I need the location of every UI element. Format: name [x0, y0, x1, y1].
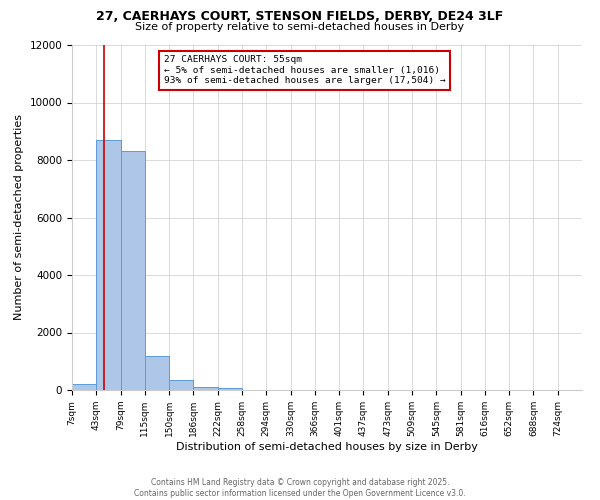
Text: Size of property relative to semi-detached houses in Derby: Size of property relative to semi-detach…	[136, 22, 464, 32]
Text: Contains HM Land Registry data © Crown copyright and database right 2025.
Contai: Contains HM Land Registry data © Crown c…	[134, 478, 466, 498]
Text: 27, CAERHAYS COURT, STENSON FIELDS, DERBY, DE24 3LF: 27, CAERHAYS COURT, STENSON FIELDS, DERB…	[97, 10, 503, 23]
Bar	[121, 152, 145, 390]
X-axis label: Distribution of semi-detached houses by size in Derby: Distribution of semi-detached houses by …	[176, 442, 478, 452]
Bar	[96, 140, 121, 390]
Bar	[218, 388, 242, 390]
Bar	[145, 356, 169, 390]
Y-axis label: Number of semi-detached properties: Number of semi-detached properties	[14, 114, 24, 320]
Bar	[72, 384, 96, 390]
Text: 27 CAERHAYS COURT: 55sqm
← 5% of semi-detached houses are smaller (1,016)
93% of: 27 CAERHAYS COURT: 55sqm ← 5% of semi-de…	[164, 56, 446, 85]
Bar	[169, 380, 193, 390]
Bar	[193, 387, 218, 390]
